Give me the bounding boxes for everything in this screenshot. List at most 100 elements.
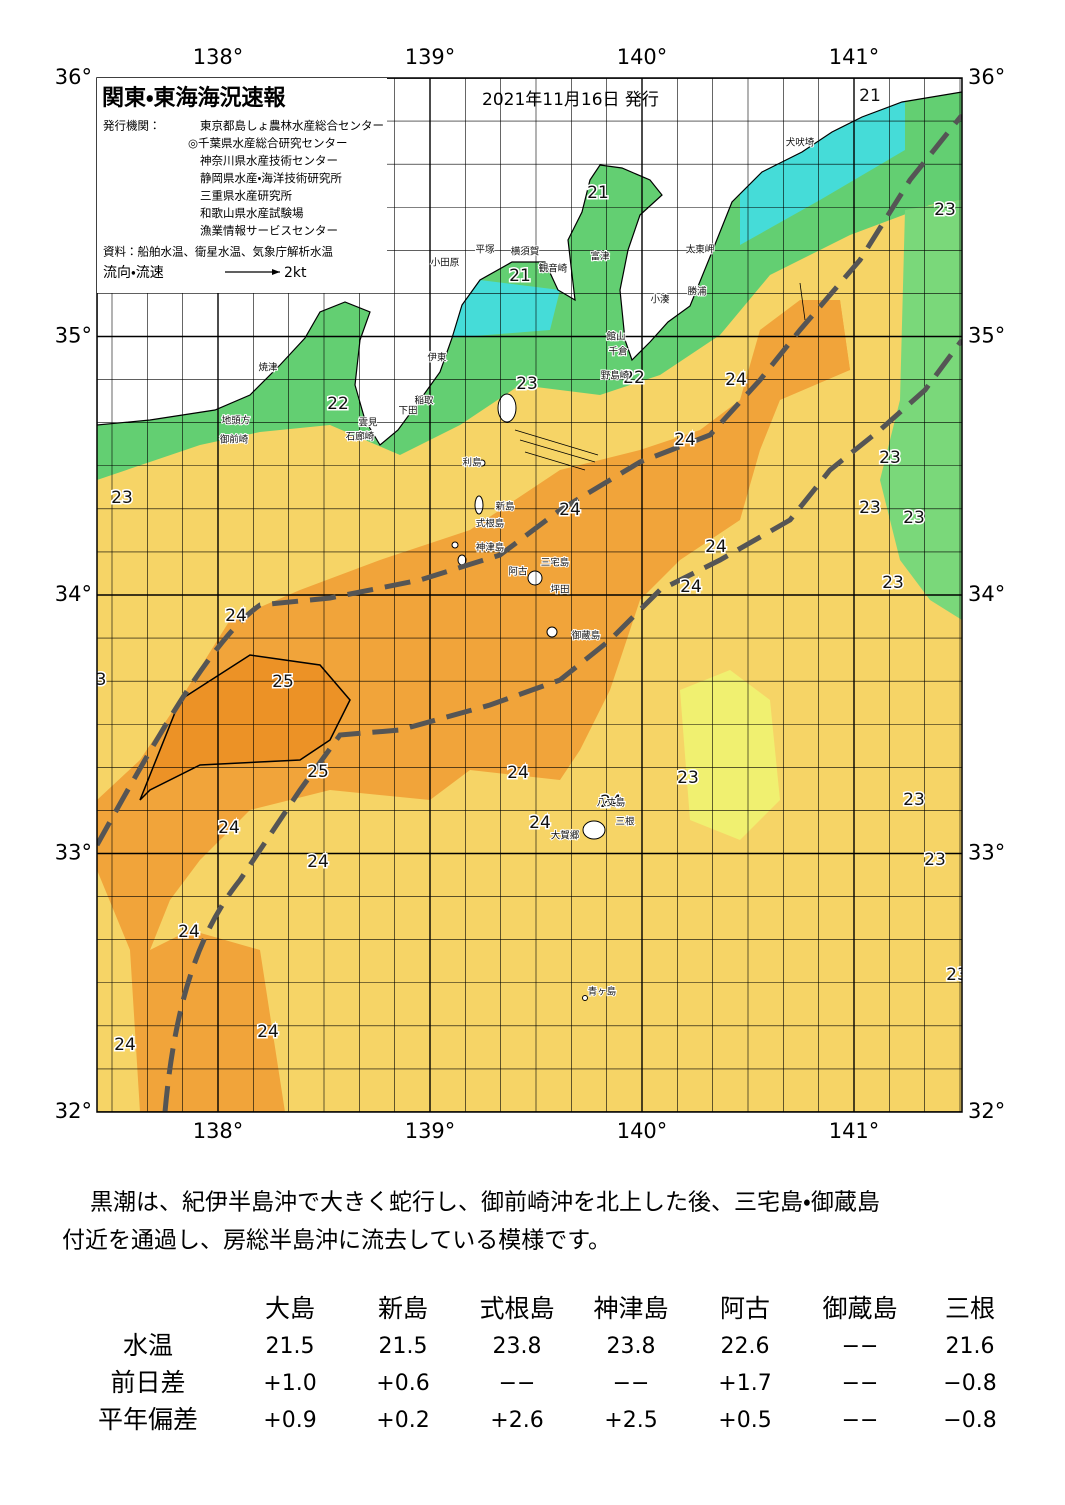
place-name: 三根 bbox=[615, 816, 635, 828]
isotherm-label: 24 bbox=[114, 1035, 136, 1055]
isotherm-label: 24 bbox=[674, 430, 696, 450]
warmest-zone bbox=[139, 654, 351, 801]
isotherm-label: 24 bbox=[307, 852, 329, 872]
table-cell: +0.2 bbox=[376, 1408, 429, 1433]
isotherm-label: 23 bbox=[903, 790, 925, 810]
place-name: 青ヶ島 bbox=[588, 986, 617, 998]
legend-arrowhead bbox=[272, 269, 280, 275]
issuer: 和歌山県水産試験場 bbox=[200, 206, 304, 220]
kuroshio-north-edge bbox=[97, 113, 962, 847]
place-name: 焼津 bbox=[258, 362, 278, 374]
row-label: 平年偏差 bbox=[98, 1405, 198, 1434]
place-name: 下田 bbox=[398, 406, 417, 417]
table-cell: +1.7 bbox=[718, 1371, 771, 1396]
issue-date: 2021年11月16日 発行 bbox=[482, 90, 659, 110]
kuroshio-south-edge bbox=[162, 338, 962, 1112]
lon-label-top: 139° bbox=[405, 45, 456, 69]
place-name: 稲取 bbox=[414, 395, 434, 407]
issuer: 三重県水産研究所 bbox=[200, 189, 292, 203]
table-cell: −0.8 bbox=[943, 1408, 996, 1433]
info-box bbox=[97, 78, 387, 293]
isotherm-label: 23 bbox=[859, 498, 881, 518]
place-name: 坪田 bbox=[550, 584, 569, 596]
summary-line: 付近を通過し、房総半島沖に流去している模様です。 bbox=[62, 1228, 611, 1254]
island bbox=[582, 820, 606, 840]
place-name: 地頭方 bbox=[222, 415, 251, 427]
place-name: 観音崎 bbox=[539, 263, 568, 275]
isotherm-label: 3 bbox=[96, 670, 107, 690]
place-name: 野島崎 bbox=[601, 370, 630, 382]
isotherm-label: 24 bbox=[705, 537, 727, 557]
issuer: 静岡県水産・海洋技術研究所 bbox=[200, 171, 342, 185]
table-cell: +0.6 bbox=[376, 1371, 429, 1396]
place-name: 式根島 bbox=[476, 518, 505, 530]
place-name: 御前崎 bbox=[220, 434, 249, 446]
table-header: 三根 bbox=[945, 1294, 995, 1323]
table-header: 大島 bbox=[265, 1294, 315, 1323]
lat-label-right: 33° bbox=[968, 841, 1005, 865]
lon-label-bottom: 140° bbox=[617, 1119, 668, 1143]
isotherm-label: 21 bbox=[509, 266, 531, 286]
lon-label-bottom: 139° bbox=[405, 1119, 456, 1143]
place-name: 横須賀 bbox=[511, 246, 540, 258]
warm-zone bbox=[97, 300, 850, 1112]
table-cell: +0.9 bbox=[263, 1408, 316, 1433]
place-name: 勝浦 bbox=[687, 286, 707, 298]
grid bbox=[97, 78, 962, 1112]
issuer: 漁業情報サービスセンター bbox=[200, 224, 338, 238]
place-name: 神津島 bbox=[476, 542, 505, 554]
lat-label-left: 32° bbox=[55, 1099, 92, 1123]
east-green-strip bbox=[880, 200, 962, 620]
table-cell: +2.5 bbox=[604, 1408, 657, 1433]
isotherm-label: 24 bbox=[529, 813, 551, 833]
cold-water bbox=[445, 100, 905, 338]
place-name: 雲見 bbox=[358, 418, 378, 429]
table-header: 新島 bbox=[378, 1294, 428, 1323]
isotherm-label: 24 bbox=[225, 606, 247, 626]
lat-label-left: 35° bbox=[55, 324, 92, 348]
map-title: 関東・東海海況速報 bbox=[102, 85, 286, 111]
place-name: 石廊崎 bbox=[346, 431, 375, 443]
legend-speed: 2kt bbox=[284, 265, 307, 281]
place-name: 阿古 bbox=[508, 566, 528, 578]
lon-label-bottom: 138° bbox=[193, 1119, 244, 1143]
table-header: 神津島 bbox=[593, 1294, 668, 1323]
isotherm-label: 22 bbox=[623, 368, 645, 388]
current-arrow bbox=[519, 439, 596, 463]
lon-label-bottom: 141° bbox=[829, 1119, 880, 1143]
place-name: 伊東 bbox=[427, 352, 447, 364]
island bbox=[527, 570, 543, 586]
island bbox=[451, 541, 459, 549]
summary-line: 黒潮は、紀伊半島沖で大きく蛇行し、御前崎沖を北上した後、三宅島・御蔵島 bbox=[90, 1190, 880, 1216]
isotherm-label: 21 bbox=[587, 183, 609, 203]
issuer: 東京都島しょ農林水産総合センター bbox=[200, 119, 384, 133]
island bbox=[497, 393, 517, 423]
isotherm-label: 25 bbox=[272, 672, 294, 692]
isotherm-label: 23 bbox=[677, 768, 699, 788]
isotherm-label: 25 bbox=[307, 762, 329, 782]
lat-label-right: 32° bbox=[968, 1099, 1005, 1123]
table-cell: 22.6 bbox=[721, 1334, 770, 1359]
lat-label-right: 35° bbox=[968, 324, 1005, 348]
isotherm-label: 23 bbox=[111, 488, 133, 508]
place-name: 富津 bbox=[590, 251, 610, 263]
table-header: 御蔵島 bbox=[822, 1294, 897, 1323]
place-name: 犬吠埼 bbox=[786, 137, 815, 149]
isotherm-label: 23 bbox=[946, 965, 968, 985]
current-arrow bbox=[799, 282, 806, 321]
lon-label-top: 138° bbox=[193, 45, 244, 69]
place-name: 御蔵島 bbox=[572, 630, 601, 642]
place-name: 大賀郷 bbox=[551, 830, 580, 842]
yellow-patch bbox=[680, 670, 780, 840]
isotherm-label: 24 bbox=[680, 577, 702, 597]
source: 資料：船舶水温、衛星水温、気象庁解析水温 bbox=[103, 245, 333, 259]
isotherm-label: 23 bbox=[879, 448, 901, 468]
east-warm-zone bbox=[760, 300, 850, 385]
current-arrow bbox=[524, 451, 586, 471]
place-name: 八丈島 bbox=[597, 797, 626, 809]
place-name: 三宅島 bbox=[541, 557, 570, 569]
place-name: 新島 bbox=[495, 501, 514, 513]
isotherm-label: 23 bbox=[924, 850, 946, 870]
table-cell: +1.0 bbox=[263, 1371, 316, 1396]
